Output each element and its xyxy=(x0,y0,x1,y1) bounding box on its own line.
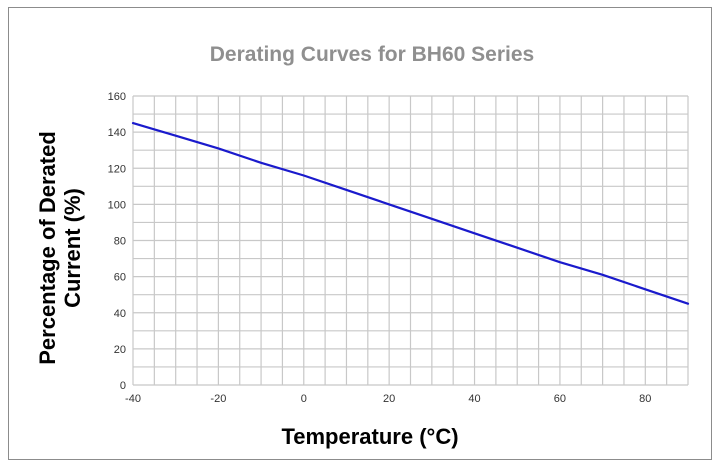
series-line-derating-curve xyxy=(131,121,690,305)
y-tick-label: 120 xyxy=(108,163,126,175)
series-layer xyxy=(131,121,690,305)
x-tick-label: 40 xyxy=(468,393,480,405)
y-tick-label: 100 xyxy=(108,199,126,211)
x-tick-label: 60 xyxy=(554,393,566,405)
y-tick-label: 60 xyxy=(114,272,126,284)
x-tick-label: 80 xyxy=(639,393,651,405)
x-tick-label: -20 xyxy=(210,393,226,405)
y-axis-title: Percentage of Derated Current (%) xyxy=(35,131,85,365)
x-tick-label: 20 xyxy=(383,393,395,405)
y-tick-label: 140 xyxy=(108,127,126,139)
grid xyxy=(132,95,689,386)
y-tick-label: 0 xyxy=(120,380,126,392)
x-tick-label: 0 xyxy=(301,393,307,405)
chart-frame: Derating Curves for BH60 Series -40 -20 0 2… xyxy=(8,7,712,460)
y-tick-label: 20 xyxy=(114,344,126,356)
y-axis-title-line-2: Current (%) xyxy=(60,188,85,308)
chart-canvas: Derating Curves for BH60 Series -40 -20 0 2… xyxy=(35,43,690,449)
y-tick-label: 80 xyxy=(114,236,126,248)
chart-title: Derating Curves for BH60 Series xyxy=(210,43,534,66)
y-axis-title-line-1: Percentage of Derated xyxy=(35,131,60,365)
tick-labels: -40 -20 0 20 40 60 80 0 20 40 60 80 100 120 140 160 xyxy=(108,91,652,405)
x-axis-title: Temperature (°C) xyxy=(281,424,458,449)
y-tick-label: 40 xyxy=(114,308,126,320)
x-tick-label: -40 xyxy=(125,393,141,405)
y-tick-label: 160 xyxy=(108,91,126,103)
